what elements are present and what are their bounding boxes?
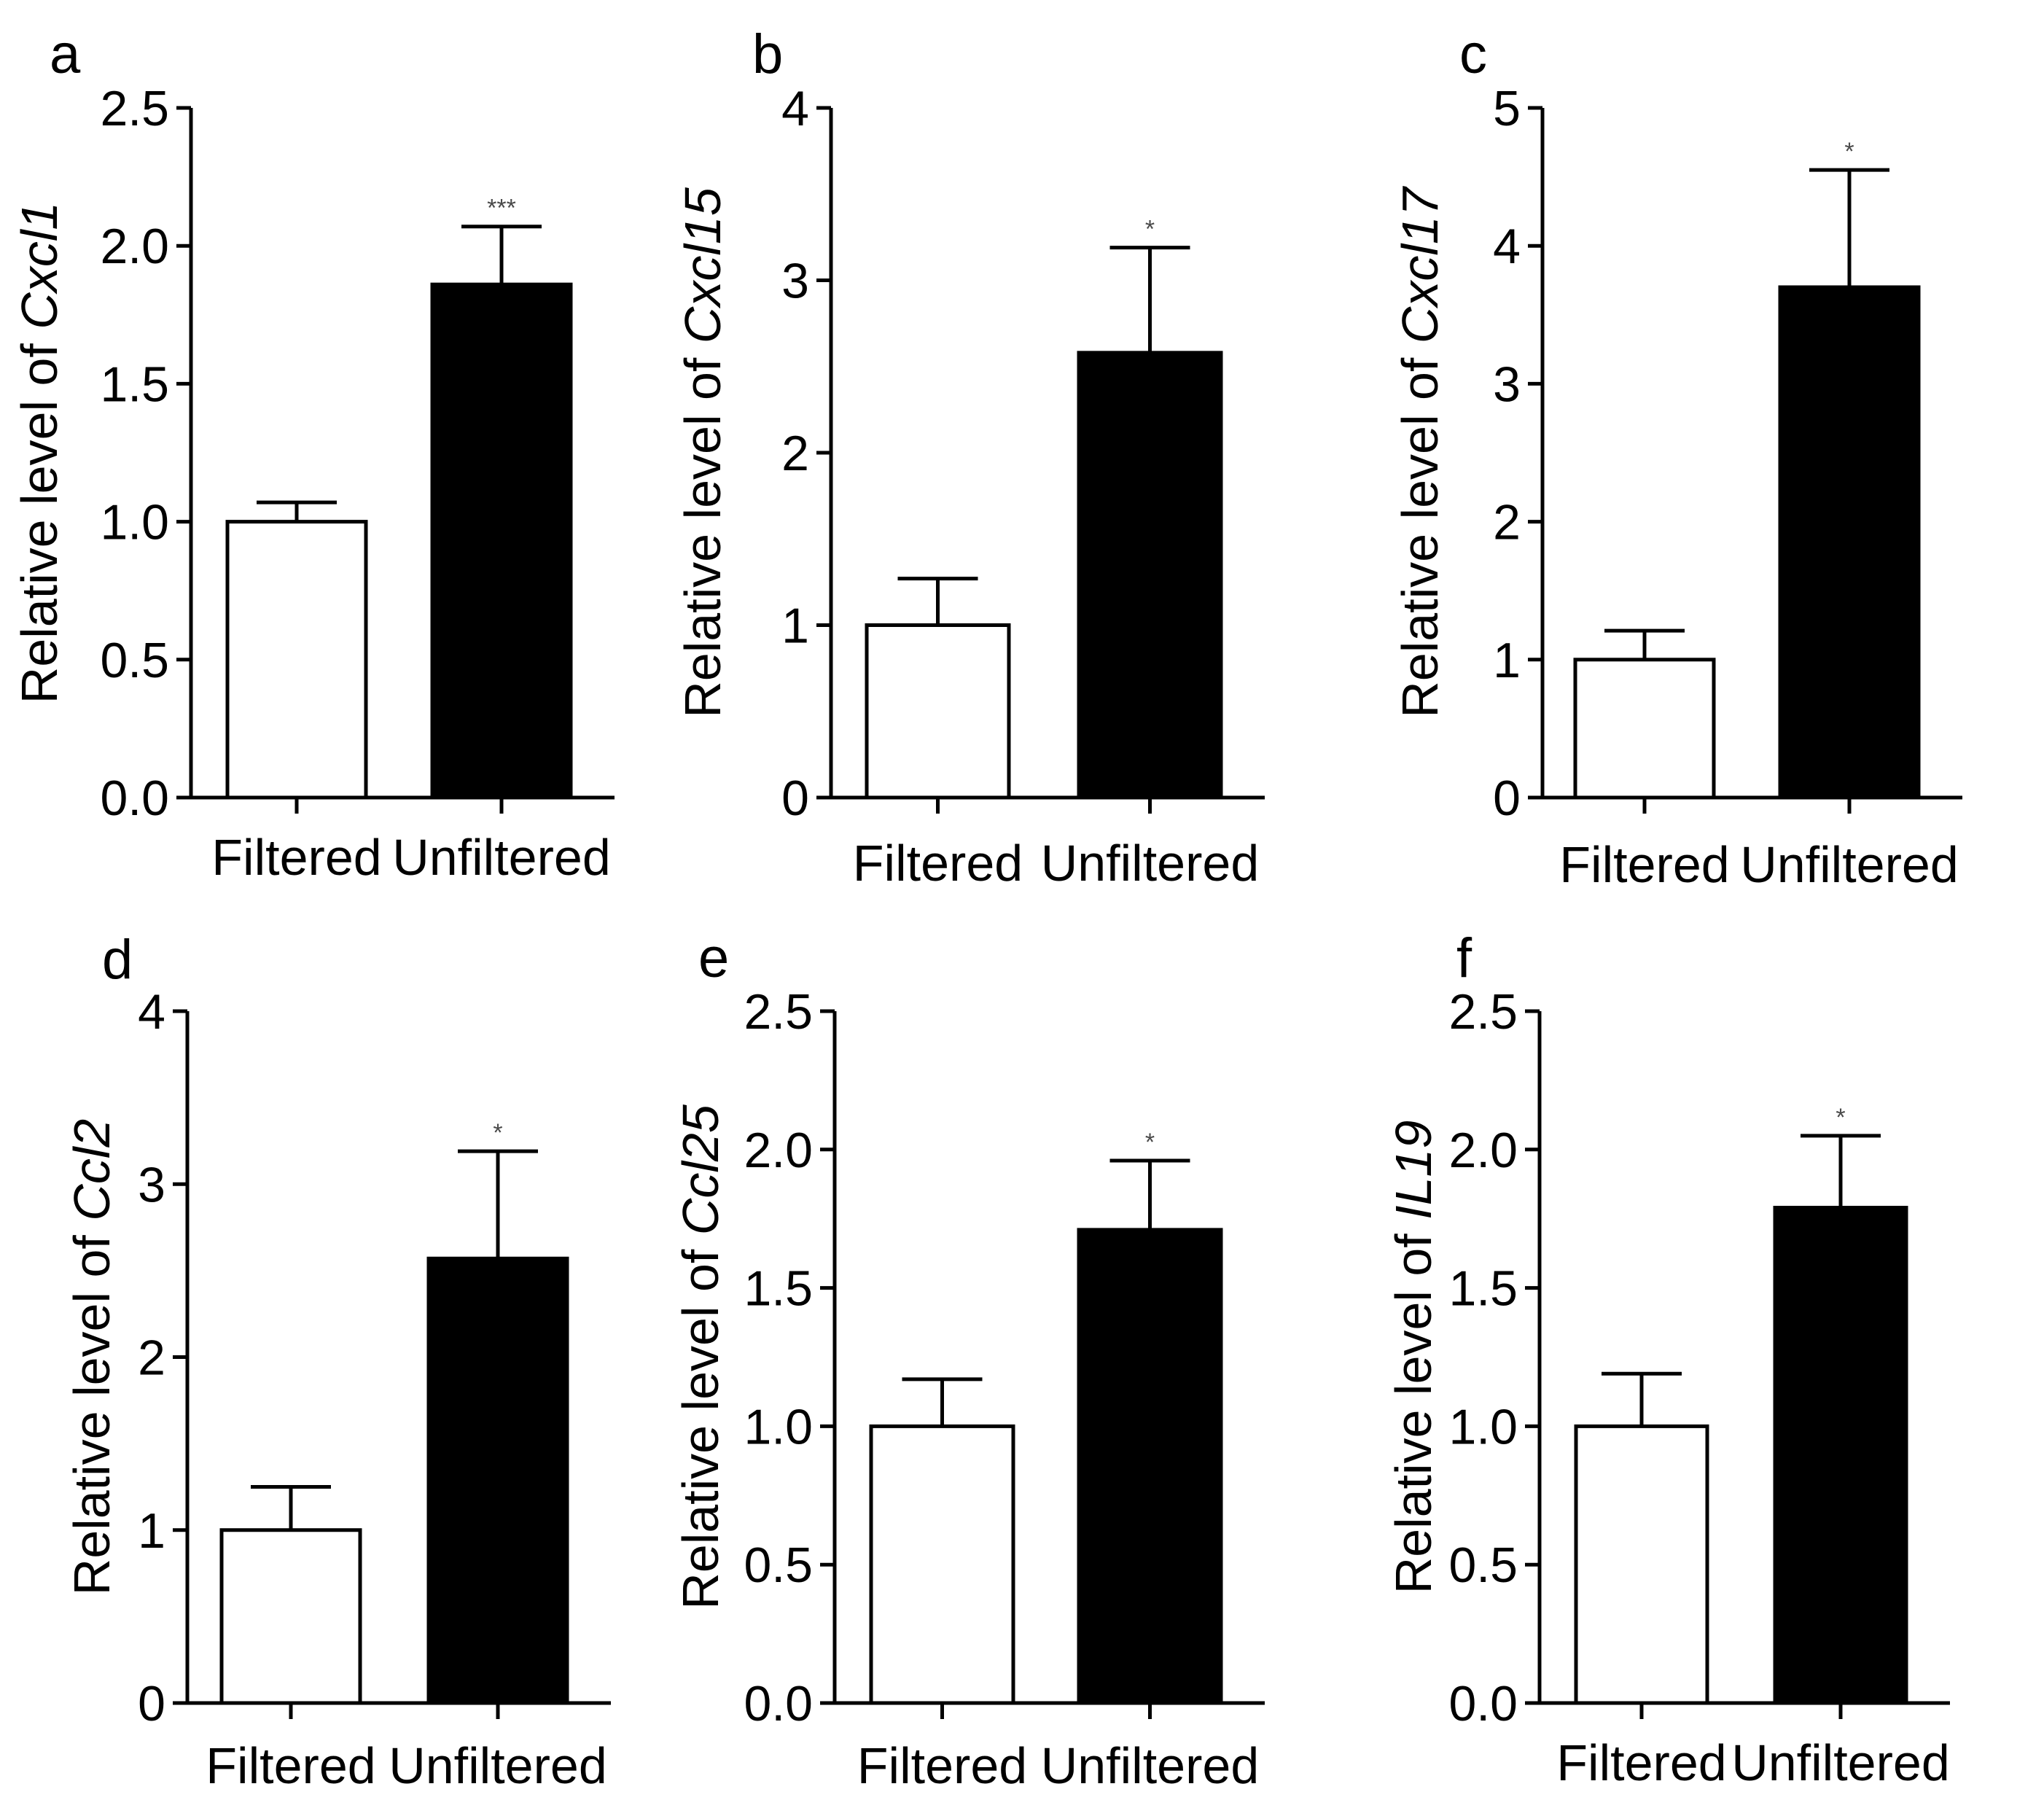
y-axis-label: Relative level of Cxcl17 bbox=[1392, 185, 1448, 718]
y-tick-label: 0.0 bbox=[1448, 1676, 1518, 1731]
panel-letter: e bbox=[698, 927, 729, 989]
y-tick-label: 1.0 bbox=[1448, 1399, 1518, 1454]
bar-filtered bbox=[219, 1528, 362, 1705]
y-axis-label-prefix: Relative level of bbox=[11, 330, 68, 704]
y-tick-label: 5 bbox=[1493, 81, 1521, 136]
panel-letter: d bbox=[102, 929, 133, 991]
y-axis-label-prefix: Relative level of bbox=[63, 1221, 120, 1596]
panel-letter: a bbox=[50, 23, 81, 85]
y-tick-label: 1.5 bbox=[744, 1261, 813, 1317]
panel-c: c 0 1 2 3 4 5 Relative level of Cxcl17 Filtered U… bbox=[1392, 23, 1962, 893]
y-tick-label: 2 bbox=[138, 1330, 165, 1386]
bar-unfiltered bbox=[1778, 285, 1921, 800]
y-tick-label: 0.5 bbox=[744, 1538, 813, 1593]
y-tick-label: 2.5 bbox=[1448, 984, 1518, 1040]
y-tick-label: 2 bbox=[1493, 495, 1521, 550]
y-tick-label: 2.0 bbox=[1448, 1123, 1518, 1178]
x-category-label: Unfiltered bbox=[1740, 836, 1959, 893]
bar-filtered bbox=[865, 623, 1011, 800]
y-tick-label: 2.5 bbox=[100, 81, 169, 136]
y-axis-label-gene: IL19 bbox=[1385, 1121, 1442, 1220]
y-tick-label: 4 bbox=[1493, 219, 1521, 274]
y-tick-label: 2.0 bbox=[100, 219, 169, 274]
panel-f: f 0.0 0.5 1.0 1.5 2.0 2.5 Relative level of IL1… bbox=[1385, 927, 1950, 1791]
y-axis-label-gene: Cxcl17 bbox=[1392, 185, 1448, 343]
panel-e: e 0.0 0.5 1.0 1.5 2.0 2.5 Relative level of Ccl… bbox=[672, 927, 1265, 1794]
y-tick-label: 1.5 bbox=[100, 356, 169, 412]
x-category-label: Unfiltered bbox=[1041, 1737, 1260, 1794]
panel-letter: b bbox=[752, 23, 783, 85]
y-axis-label-prefix: Relative level of bbox=[1385, 1220, 1442, 1594]
y-tick-label: 0 bbox=[1493, 771, 1521, 826]
x-category-label: Unfiltered bbox=[389, 1737, 607, 1794]
panel-letter: c bbox=[1459, 23, 1487, 85]
x-category-label: Filtered bbox=[1556, 1734, 1726, 1791]
y-axis-label-gene: Cxcl15 bbox=[674, 187, 731, 343]
y-tick-label: 1.0 bbox=[744, 1399, 813, 1454]
bar-filtered bbox=[869, 1424, 1015, 1705]
x-category-label: Filtered bbox=[206, 1737, 375, 1794]
y-tick-label: 0.0 bbox=[100, 771, 169, 826]
bar-unfiltered bbox=[1077, 1228, 1223, 1705]
significance-marker: * bbox=[493, 1119, 502, 1147]
y-axis-label-gene: Ccl2 bbox=[63, 1119, 120, 1221]
panel-d: d 0 1 2 3 4 Relative level of Ccl2 Filtered Unfi… bbox=[63, 929, 611, 1794]
significance-marker: * bbox=[1145, 1129, 1155, 1156]
significance-marker: * bbox=[1844, 138, 1854, 165]
x-category-label: Filtered bbox=[1559, 836, 1729, 893]
y-tick-label: 1 bbox=[1493, 633, 1521, 688]
panel-a: a 0.0 0.5 1.0 1.5 2.0 2.5 Relative level of Cxc… bbox=[11, 23, 615, 886]
y-axis-label-prefix: Relative level of bbox=[674, 343, 731, 718]
y-axis-label: Relative level of Cxcl15 bbox=[674, 187, 731, 718]
bar-unfiltered bbox=[426, 1256, 569, 1705]
y-tick-label: 2.5 bbox=[744, 984, 813, 1040]
y-tick-label: 1 bbox=[781, 599, 809, 654]
x-category-label: Unfiltered bbox=[1731, 1734, 1950, 1791]
x-category-label: Filtered bbox=[853, 835, 1023, 892]
bar-unfiltered bbox=[1077, 351, 1223, 800]
y-axis-label-gene: Cxcl1 bbox=[11, 202, 68, 330]
bar-filtered bbox=[1573, 658, 1716, 800]
x-category-label: Filtered bbox=[211, 829, 381, 886]
y-tick-label: 3 bbox=[138, 1157, 165, 1212]
y-axis-label: Relative level of Ccl25 bbox=[672, 1104, 729, 1610]
y-tick-label: 3 bbox=[1493, 356, 1521, 412]
y-tick-label: 0.5 bbox=[1448, 1538, 1518, 1593]
y-tick-label: 0.5 bbox=[100, 633, 169, 688]
x-category-label: Unfiltered bbox=[392, 829, 611, 886]
x-category-label: Unfiltered bbox=[1041, 835, 1260, 892]
y-tick-label: 1 bbox=[138, 1503, 165, 1559]
y-tick-label: 1.0 bbox=[100, 495, 169, 550]
significance-marker: * bbox=[1836, 1104, 1845, 1131]
bar-filtered bbox=[225, 520, 368, 800]
significance-marker: * bbox=[1145, 216, 1155, 243]
y-axis-label: Relative level of IL19 bbox=[1385, 1121, 1442, 1594]
y-tick-label: 4 bbox=[138, 984, 165, 1040]
y-tick-label: 2.0 bbox=[744, 1123, 813, 1178]
panel-letter: f bbox=[1456, 927, 1472, 989]
y-tick-label: 0 bbox=[138, 1676, 165, 1731]
bar-filtered bbox=[1574, 1424, 1709, 1705]
x-category-label: Filtered bbox=[857, 1737, 1027, 1794]
y-axis-label: Relative level of Cxcl1 bbox=[11, 202, 68, 704]
significance-marker: *** bbox=[487, 195, 516, 222]
y-axis-label-gene: Ccl25 bbox=[672, 1104, 729, 1235]
bar-unfiltered bbox=[1773, 1206, 1908, 1705]
y-tick-label: 0.0 bbox=[744, 1676, 813, 1731]
y-tick-label: 3 bbox=[781, 254, 809, 309]
bar-unfiltered bbox=[430, 282, 573, 800]
y-axis-label: Relative level of Ccl2 bbox=[63, 1119, 120, 1596]
panel-b: b 0 1 2 3 4 Relative level of Cxcl15 Filtered Un… bbox=[674, 23, 1265, 892]
y-axis-label-prefix: Relative level of bbox=[672, 1235, 729, 1610]
y-tick-label: 4 bbox=[781, 81, 809, 136]
y-tick-label: 0 bbox=[781, 771, 809, 826]
y-tick-label: 2 bbox=[781, 426, 809, 481]
y-tick-label: 1.5 bbox=[1448, 1261, 1518, 1317]
y-axis-label-prefix: Relative level of bbox=[1392, 343, 1448, 718]
